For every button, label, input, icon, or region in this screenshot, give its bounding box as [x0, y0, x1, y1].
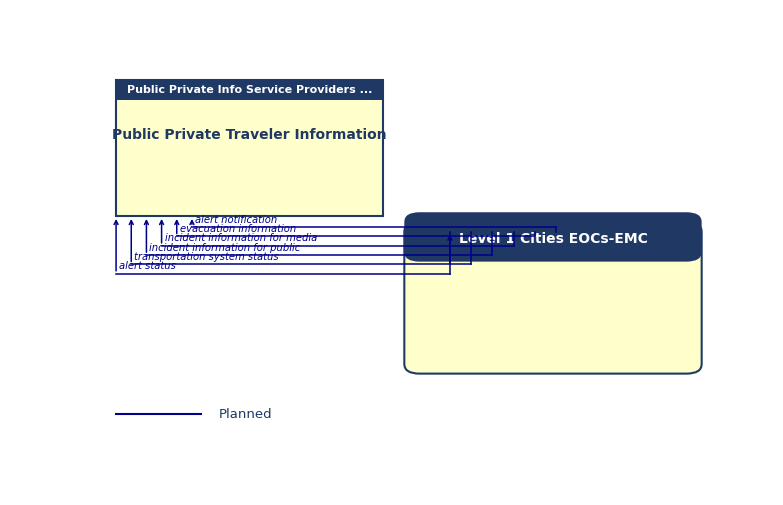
FancyBboxPatch shape — [404, 222, 702, 374]
FancyBboxPatch shape — [116, 80, 383, 100]
Text: Public Private Info Service Providers ...: Public Private Info Service Providers ..… — [127, 85, 372, 95]
Text: transportation system status: transportation system status — [135, 252, 279, 262]
FancyBboxPatch shape — [116, 80, 383, 216]
Text: incident information for media: incident information for media — [164, 233, 317, 243]
Text: incident information for public: incident information for public — [150, 243, 301, 252]
FancyBboxPatch shape — [420, 240, 687, 252]
FancyBboxPatch shape — [404, 212, 702, 262]
Text: alert notification: alert notification — [195, 215, 277, 225]
Text: Level 1 Cities EOCs-EMC: Level 1 Cities EOCs-EMC — [459, 232, 648, 246]
Text: alert status: alert status — [119, 262, 176, 271]
Text: Public Private Traveler Information: Public Private Traveler Information — [112, 128, 387, 142]
Text: Planned: Planned — [219, 408, 272, 421]
Text: evacuation information: evacuation information — [180, 224, 296, 234]
